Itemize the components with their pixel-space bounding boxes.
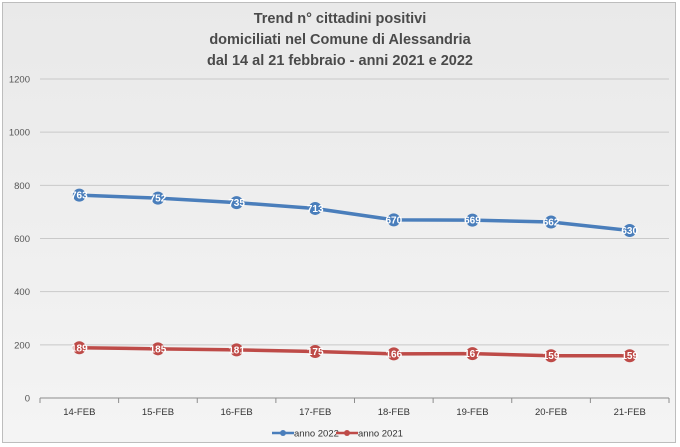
y-tick-label: 200 [14, 340, 30, 351]
x-axis: 14-FEB 15-FEB 16-FEB 17-FEB 18-FEB 19-FEB 20-F… [39, 397, 670, 418]
x-tick-label: 19-FEB [456, 407, 488, 418]
series-layer: 763 752 735 713 670 669 662 630 189 185 181 175 166 1… [71, 188, 638, 363]
data-point [465, 347, 479, 361]
x-tick-label: 21-FEB [614, 407, 646, 418]
data-point [387, 347, 401, 361]
data-point [308, 344, 322, 358]
data-label: 175 [307, 347, 324, 358]
legend-item: anno 2022 [272, 429, 339, 440]
chart-title: Trend n° cittadini positivi domiciliati … [207, 11, 473, 69]
chart-title-line-2: domiciliati nel Comune di Alessandria [209, 32, 471, 48]
legend-marker [344, 430, 350, 436]
legend-label: anno 2022 [294, 429, 339, 440]
chart-title-line-1: Trend n° cittadini positivi [254, 11, 427, 27]
y-tick-label: 1200 [9, 75, 30, 86]
legend-item: anno 2021 [336, 429, 403, 440]
y-tick-label: 800 [14, 181, 30, 192]
data-point [72, 188, 86, 202]
data-label: 670 [385, 215, 402, 226]
x-tick-label: 15-FEB [142, 407, 174, 418]
data-label: 763 [71, 191, 88, 202]
y-tick-label: 0 [25, 394, 30, 405]
data-point [151, 342, 165, 356]
data-point [72, 341, 86, 355]
y-tick-label: 1000 [9, 128, 30, 139]
chart-title-line-3: dal 14 al 21 febbraio - anni 2021 e 2022 [207, 53, 473, 69]
data-point [151, 191, 165, 205]
data-label: 159 [621, 351, 638, 362]
series-line-1 [77, 346, 632, 358]
series-line-0 [77, 193, 632, 233]
legend-label: anno 2021 [358, 429, 403, 440]
gridlines [40, 78, 669, 346]
data-label: 185 [150, 344, 167, 355]
data-label: 189 [71, 343, 88, 354]
legend: anno 2022 anno 2021 [272, 429, 403, 440]
data-point [308, 201, 322, 215]
data-point [544, 215, 558, 229]
data-label: 181 [228, 345, 245, 356]
data-label: 630 [621, 226, 638, 237]
data-point [623, 224, 637, 238]
x-tick-label: 17-FEB [299, 407, 331, 418]
data-point [544, 349, 558, 363]
data-label: 159 [543, 351, 560, 362]
data-label: 669 [464, 216, 481, 227]
x-tick-label: 14-FEB [63, 407, 95, 418]
data-point [465, 213, 479, 227]
legend-marker [280, 430, 286, 436]
x-tick-label: 16-FEB [220, 407, 252, 418]
x-tick-label: 20-FEB [535, 407, 567, 418]
y-axis: 0 200 400 600 800 1000 1200 [9, 75, 30, 405]
data-label: 752 [150, 194, 167, 205]
data-label: 713 [307, 204, 324, 215]
data-label: 167 [464, 349, 481, 360]
data-label: 166 [385, 349, 402, 360]
data-label: 735 [228, 198, 245, 209]
y-tick-label: 400 [14, 287, 30, 298]
data-point [230, 343, 244, 357]
data-label: 662 [543, 218, 560, 229]
data-point [387, 213, 401, 227]
data-point [623, 349, 637, 363]
x-tick-label: 18-FEB [378, 407, 410, 418]
y-tick-label: 600 [14, 234, 30, 245]
data-point [230, 196, 244, 210]
